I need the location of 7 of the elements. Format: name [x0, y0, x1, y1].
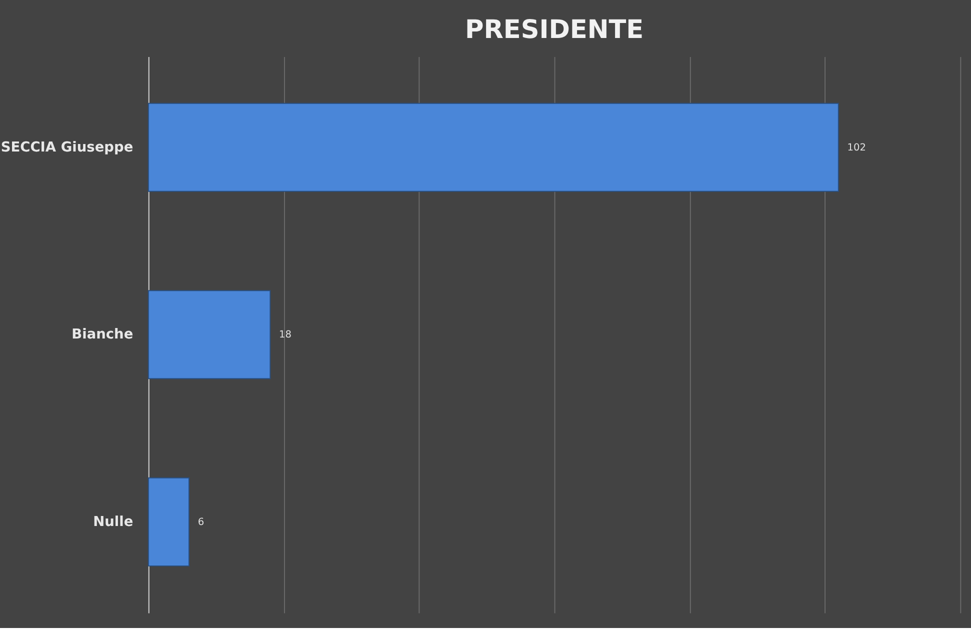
y-tick-label: Nulle [93, 514, 134, 530]
data-label: 6 [198, 516, 204, 528]
y-tick-label: SECCIA Giuseppe [0, 139, 134, 156]
data-label: 18 [279, 330, 292, 341]
data-label: 102 [847, 142, 866, 154]
chart-title: PRESIDENTE [464, 14, 644, 45]
y-tick-label: Bianche [72, 326, 134, 343]
